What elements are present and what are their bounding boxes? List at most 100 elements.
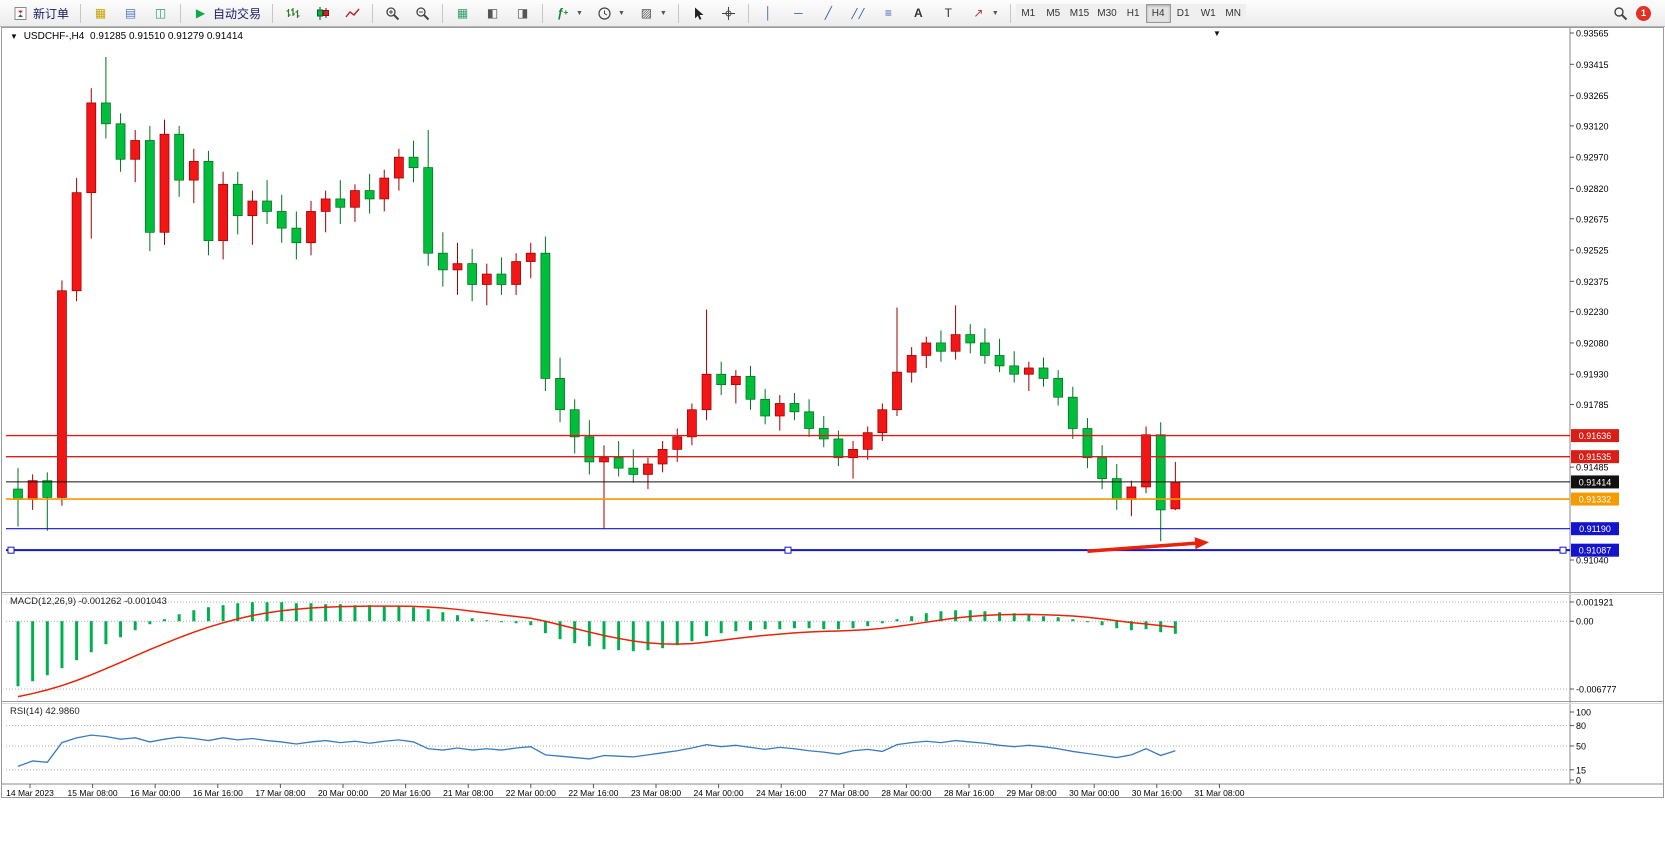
- time-axis-label: 31 Mar 08:00: [1194, 788, 1244, 798]
- candle: [774, 403, 785, 417]
- notification-badge[interactable]: 1: [1636, 5, 1651, 21]
- cursor-button[interactable]: [684, 2, 713, 24]
- arrange-horizontal-button[interactable]: ◧: [478, 2, 507, 24]
- profiles-icon: ▤: [124, 6, 137, 20]
- timeframe-w1[interactable]: W1: [1195, 3, 1221, 23]
- candle: [27, 480, 38, 500]
- candle: [613, 457, 624, 469]
- chart-canvas[interactable]: 0.93565 0.93415 0.93265 0.93120 0.92970 0.928…: [0, 27, 1665, 800]
- candle: [130, 140, 141, 160]
- time-axis-label: 15 Mar 08:00: [68, 788, 118, 798]
- market-watch-button[interactable]: ◫: [146, 2, 175, 24]
- candle: [174, 133, 185, 181]
- candle: [408, 156, 419, 168]
- candlestick-chart-type-button[interactable]: [308, 2, 337, 24]
- rsi-axis-label: 100: [1576, 708, 1591, 718]
- candle: [950, 334, 961, 352]
- candle: [1126, 486, 1137, 500]
- price-axis-label: 0.92675: [1576, 214, 1609, 224]
- candle: [1082, 428, 1093, 459]
- vertical-line-tool-button[interactable]: │: [754, 2, 783, 24]
- timeframe-m5[interactable]: M5: [1040, 3, 1066, 23]
- price-tag-label: 0.91190: [1579, 524, 1611, 534]
- candle: [42, 480, 53, 498]
- price-tag-label: 0.91087: [1579, 546, 1612, 556]
- toolbar-separator: [372, 3, 374, 23]
- horizontal-line-tool-button[interactable]: ─: [784, 2, 813, 24]
- search-icon: [1612, 5, 1629, 22]
- timeframe-h1[interactable]: H1: [1120, 3, 1146, 23]
- candle: [57, 290, 67, 498]
- price-axis-label: 0.92970: [1576, 153, 1609, 163]
- line-handle[interactable]: [784, 546, 792, 554]
- tile-windows-button[interactable]: ▦: [448, 2, 477, 24]
- candle: [687, 409, 697, 438]
- periods-button[interactable]: ▼: [590, 2, 631, 24]
- label-tool-button[interactable]: T: [934, 2, 963, 24]
- arrange-horizontal-icon: ◧: [486, 6, 499, 20]
- time-axis-label: 16 Mar 00:00: [130, 788, 180, 798]
- templates-button[interactable]: ▨ ▼: [632, 2, 673, 24]
- fibonacci-tool-button[interactable]: ≡: [874, 2, 903, 24]
- candle: [350, 190, 360, 208]
- candle: [320, 198, 331, 212]
- candle: [745, 375, 756, 400]
- candle: [379, 177, 390, 200]
- candle: [730, 375, 741, 386]
- toolbar: 新订单 ▦ ▤ ◫ ▶ 自动交易 ▦ ◧ ◨ ƒ + ▼ ▼ ▨ ▼: [0, 0, 1665, 27]
- candle: [1038, 367, 1049, 379]
- auto-trading-label: 自动交易: [213, 6, 262, 21]
- price-axis-label: 0.91485: [1576, 463, 1609, 473]
- timeframe-h4[interactable]: H4: [1145, 3, 1171, 23]
- crosshair-button[interactable]: [714, 2, 743, 24]
- timeframe-m1[interactable]: M1: [1015, 3, 1041, 23]
- timeframe-d1[interactable]: D1: [1170, 3, 1196, 23]
- channel-icon: [850, 5, 867, 22]
- auto-trading-button[interactable]: ▶ 自动交易: [186, 2, 267, 24]
- trendline-tool-button[interactable]: ╱: [814, 2, 843, 24]
- chart-window-icon: ▦: [94, 6, 107, 20]
- zoom-in-icon: [384, 5, 401, 22]
- zoom-out-button[interactable]: [408, 2, 437, 24]
- indicators-button[interactable]: ƒ + ▼: [548, 2, 589, 24]
- channel-tool-button[interactable]: [844, 2, 873, 24]
- toolbar-separator: [180, 3, 182, 23]
- chevron-down-icon: ▼: [576, 9, 583, 17]
- rsi-axis-label: 0: [1576, 776, 1581, 786]
- time-axis-label: 20 Mar 00:00: [318, 788, 368, 798]
- chart-windows-button[interactable]: ▦: [86, 2, 115, 24]
- candle: [1141, 434, 1151, 488]
- timeframe-m15[interactable]: M15: [1065, 3, 1094, 23]
- bar-chart-type-button[interactable]: [278, 2, 307, 24]
- chart-window[interactable]: 0.93565 0.93415 0.93265 0.93120 0.92970 0.928…: [0, 27, 1665, 800]
- label-icon: T: [944, 6, 953, 20]
- time-axis-label: 21 Mar 08:00: [443, 788, 493, 798]
- auto-trading-icon: ▶: [195, 6, 206, 20]
- trendline-icon: ╱: [824, 6, 832, 20]
- zoom-in-button[interactable]: [378, 2, 407, 24]
- new-order-button[interactable]: 新订单: [6, 2, 75, 24]
- candle: [496, 273, 507, 285]
- line-chart-type-button[interactable]: [338, 2, 367, 24]
- line-handle[interactable]: [1559, 546, 1567, 554]
- macd-axis-label: 0.00: [1576, 617, 1594, 627]
- annotation-arrow[interactable]: [1087, 541, 1201, 553]
- profiles-button[interactable]: ▤: [116, 2, 145, 24]
- text-tool-button[interactable]: A: [904, 2, 933, 24]
- timeframe-mn[interactable]: MN: [1220, 3, 1246, 23]
- line-handle[interactable]: [7, 546, 15, 554]
- arrows-tool-button[interactable]: ↗ ▼: [964, 2, 1005, 24]
- search-button[interactable]: [1606, 2, 1635, 24]
- annotation-arrow-head[interactable]: [1194, 537, 1210, 550]
- arrange-vertical-button[interactable]: ◨: [508, 2, 537, 24]
- candle: [643, 463, 653, 475]
- candle: [628, 467, 639, 475]
- arrow-shape-icon: ↗: [973, 6, 984, 20]
- candle: [862, 432, 873, 450]
- timeframe-m30[interactable]: M30: [1093, 3, 1121, 23]
- candle: [980, 342, 990, 356]
- price-axis-label: 0.92820: [1576, 184, 1609, 194]
- time-axis-label: 22 Mar 00:00: [506, 788, 556, 798]
- candle: [247, 200, 258, 216]
- price-tag: [1571, 522, 1619, 536]
